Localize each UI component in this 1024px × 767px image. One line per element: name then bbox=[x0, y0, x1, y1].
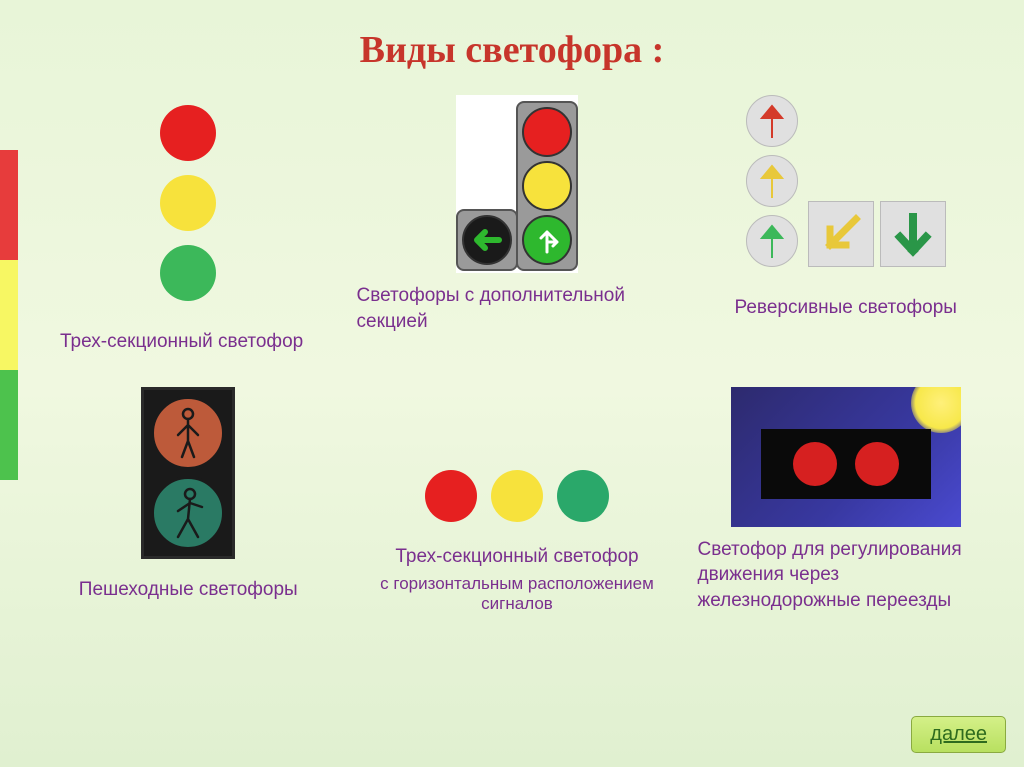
rail-light-left bbox=[793, 442, 837, 486]
arrow-circle-green bbox=[746, 215, 798, 267]
caption-extra-section: Светофоры с дополнительной секцией bbox=[347, 283, 688, 334]
light-yellow bbox=[160, 175, 216, 231]
stripe-red bbox=[0, 150, 18, 260]
extra-section-box bbox=[456, 209, 518, 271]
light-green bbox=[160, 245, 216, 301]
stripe-green bbox=[0, 370, 18, 480]
cell-extra-section: Светофоры с дополнительной секцией bbox=[347, 95, 688, 355]
traffic-light-vertical bbox=[160, 95, 216, 319]
caption-three-vertical: Трех-секционный светофор bbox=[40, 329, 303, 355]
stripe-yellow bbox=[0, 260, 18, 370]
arrow-circle-red bbox=[746, 95, 798, 147]
arrow-column bbox=[746, 95, 798, 267]
pedestrian-light bbox=[141, 387, 235, 559]
h-light-yellow bbox=[491, 470, 543, 522]
ped-lens-stop bbox=[151, 396, 225, 470]
railway-signal-box bbox=[761, 429, 931, 499]
side-color-stripe bbox=[0, 150, 18, 480]
main-light-body bbox=[516, 101, 578, 271]
page-title: Виды светофора : bbox=[0, 0, 1024, 72]
content-grid: Трех-секционный светофор Светофоры с доп… bbox=[40, 95, 994, 614]
main-lens-yellow bbox=[522, 161, 572, 211]
caption-railway: Светофор для регулирования движения чере… bbox=[697, 537, 994, 614]
extra-lens-left-arrow bbox=[462, 215, 512, 265]
main-lens-green-arrow bbox=[522, 215, 572, 265]
next-button[interactable]: далее bbox=[911, 716, 1006, 753]
arrow-square-green-down bbox=[880, 201, 946, 267]
light-red bbox=[160, 105, 216, 161]
h-light-green bbox=[557, 470, 609, 522]
arrow-circle-yellow bbox=[746, 155, 798, 207]
ped-lens-walk bbox=[151, 476, 225, 550]
cell-three-horizontal: Трех-секционный светофор с горизонтальны… bbox=[347, 387, 688, 614]
traffic-light-horizontal bbox=[425, 440, 609, 534]
cell-three-vertical: Трех-секционный светофор bbox=[40, 95, 337, 355]
rail-light-right bbox=[855, 442, 899, 486]
caption-pedestrian: Пешеходные светофоры bbox=[79, 577, 298, 603]
reversible-group bbox=[746, 95, 946, 267]
sub-caption-horizontal: с горизонтальным расположением сигналов bbox=[347, 574, 688, 614]
h-light-red bbox=[425, 470, 477, 522]
sun-icon bbox=[911, 387, 961, 433]
main-lens-red bbox=[522, 107, 572, 157]
traffic-light-extra bbox=[456, 95, 578, 273]
arrow-square-yellow-diag bbox=[808, 201, 874, 267]
cell-railway: Светофор для регулирования движения чере… bbox=[697, 387, 994, 614]
cell-reversible: Реверсивные светофоры bbox=[697, 95, 994, 355]
cell-pedestrian: Пешеходные светофоры bbox=[40, 387, 337, 614]
railway-signal-image bbox=[731, 387, 961, 527]
caption-three-horizontal: Трех-секционный светофор bbox=[395, 544, 638, 570]
caption-reversible: Реверсивные светофоры bbox=[735, 295, 957, 321]
arrow-squares bbox=[808, 201, 946, 267]
